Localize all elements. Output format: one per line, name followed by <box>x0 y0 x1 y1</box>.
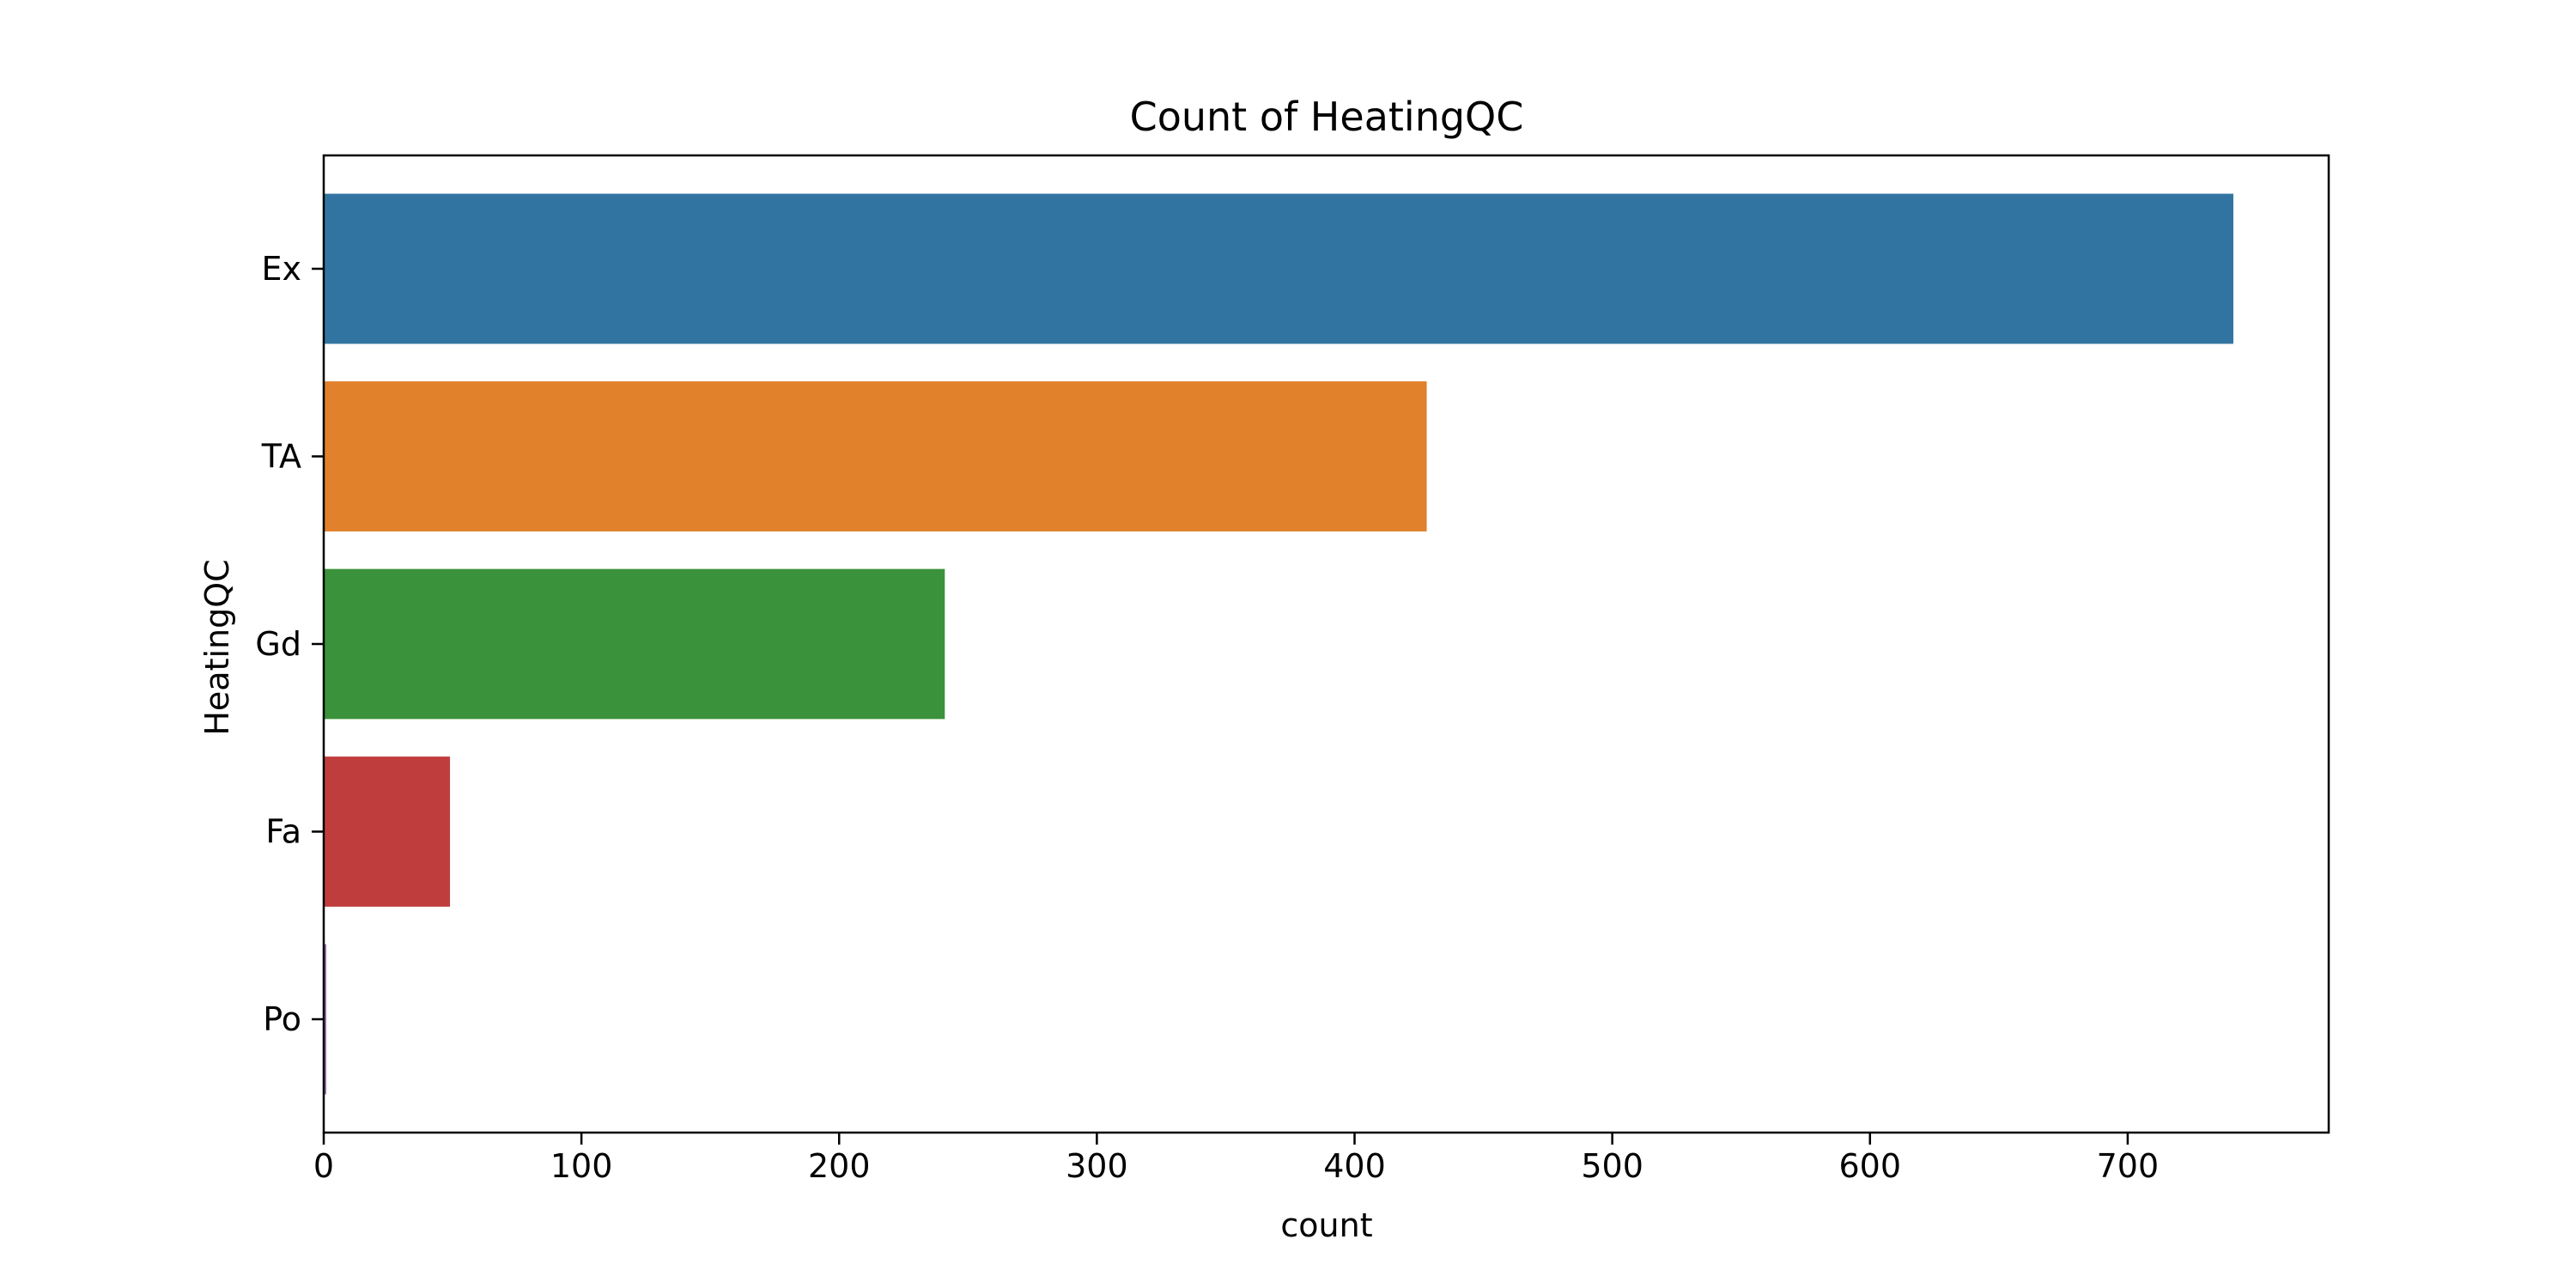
x-tick-label: 100 <box>550 1147 613 1185</box>
bar-fa <box>324 756 451 907</box>
x-tick-label: 500 <box>1581 1147 1643 1185</box>
x-axis-ticks: 0 100 200 300 400 500 600 700 <box>313 1133 2159 1185</box>
y-axis-label: HeatingQC <box>198 559 236 735</box>
bar-po <box>324 944 327 1095</box>
x-tick-label: 400 <box>1323 1147 1386 1185</box>
x-tick-label: 300 <box>1066 1147 1128 1185</box>
bar-ta <box>324 381 1427 532</box>
x-tick-label: 0 <box>313 1147 334 1185</box>
x-axis-label: count <box>1280 1206 1372 1244</box>
x-tick-label: 700 <box>2097 1147 2160 1185</box>
y-tick-label: TA <box>261 438 301 476</box>
chart-title: Count of HeatingQC <box>1130 94 1524 140</box>
y-tick-label: Fa <box>265 812 301 850</box>
bars <box>324 193 2233 1095</box>
y-axis-ticks: Ex TA Gd Fa Po <box>255 250 324 1038</box>
x-tick-label: 200 <box>808 1147 871 1185</box>
x-tick-label: 600 <box>1839 1147 1902 1185</box>
y-tick-label: Ex <box>262 250 302 288</box>
y-tick-label: Po <box>263 1000 301 1038</box>
bar-gd <box>324 568 945 720</box>
bar-ex <box>324 193 2233 344</box>
y-tick-label: Gd <box>255 625 301 663</box>
